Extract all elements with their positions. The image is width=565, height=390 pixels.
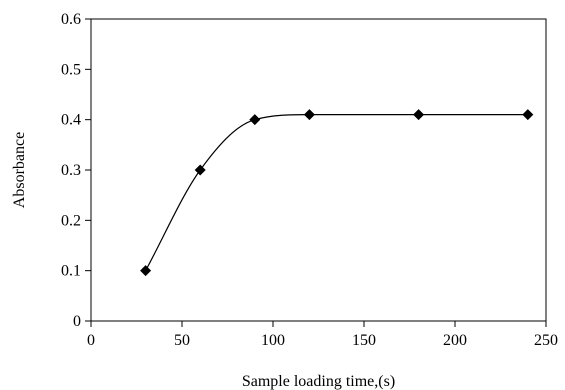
x-tick-label: 200 [443, 332, 467, 349]
x-axis-ticks: 0 50 100 150 200 250 [87, 321, 558, 349]
data-point-diamond [303, 109, 315, 121]
data-point-diamond [194, 164, 206, 176]
series-line [145, 114, 528, 271]
y-tick-label: 0.5 [61, 61, 81, 78]
y-axis-title: Absorbance [11, 132, 28, 208]
y-tick-label: 0.4 [61, 112, 81, 129]
x-tick-label: 0 [87, 332, 95, 349]
x-tick-label: 250 [534, 332, 558, 349]
y-axis-ticks: 0 0.1 0.2 0.3 0.4 0.5 0.6 [61, 11, 91, 330]
data-point-diamond [413, 109, 425, 121]
data-point-diamond [140, 265, 152, 277]
y-tick-label: 0 [73, 313, 81, 330]
plot-frame [90, 18, 547, 322]
y-tick-label: 0.3 [61, 162, 81, 179]
x-tick-label: 100 [261, 332, 285, 349]
y-tick-label: 0.6 [61, 11, 81, 28]
data-point-diamond [249, 114, 261, 126]
y-tick-label: 0.1 [61, 263, 81, 280]
x-tick-label: 150 [352, 332, 376, 349]
data-point-diamond [522, 109, 534, 121]
series-markers [140, 109, 534, 277]
x-axis-title: Sample loading time,(s) [242, 373, 395, 390]
y-tick-label: 0.2 [61, 212, 81, 229]
plot-area [90, 18, 547, 322]
x-tick-label: 50 [174, 332, 190, 349]
